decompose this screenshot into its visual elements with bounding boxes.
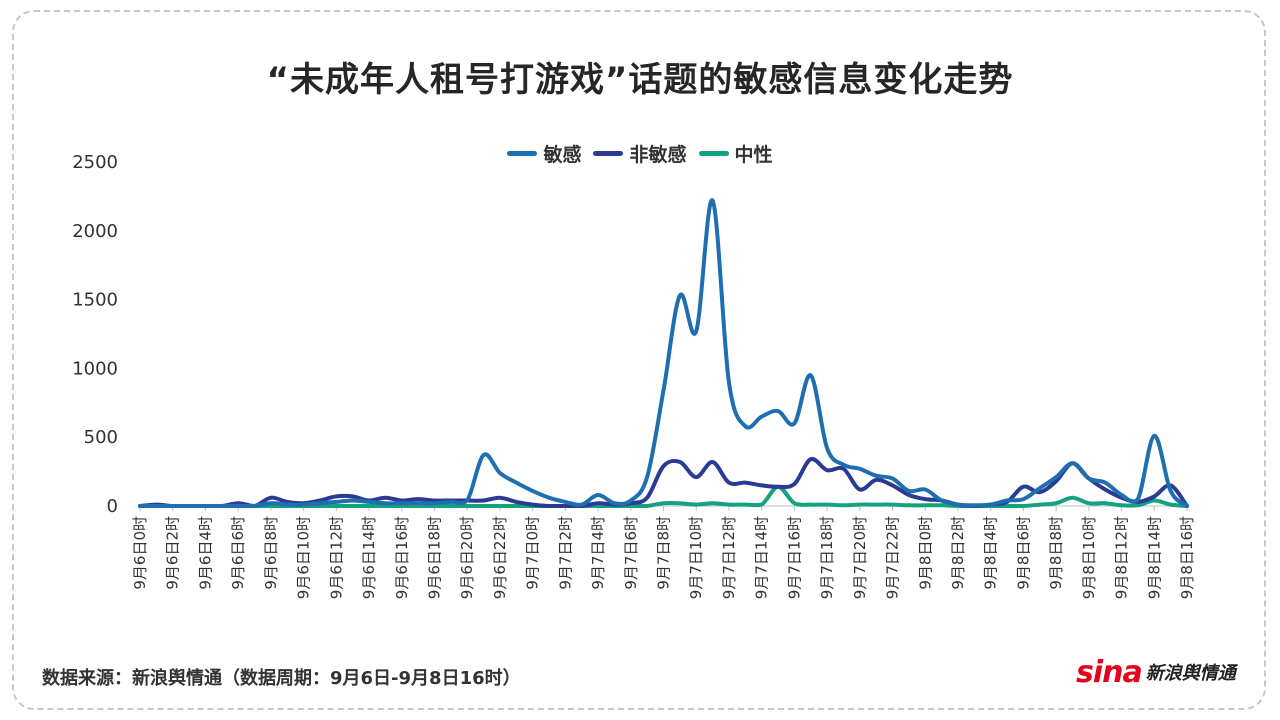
x-tick-label: 9月8日14时 <box>1145 516 1163 599</box>
x-axis: 9月6日0时 9月6日2时 9月6日4时 9月6日6时 9月6日8时 9月6日10时 9月6… <box>131 505 1196 599</box>
x-tick-label: 9月7日20时 <box>851 516 869 599</box>
y-tick-label: 500 <box>84 427 118 448</box>
x-tick-label: 9月7日22时 <box>884 516 902 599</box>
x-tick-label: 9月8日0时 <box>916 516 934 590</box>
chart-frame <box>12 10 1266 710</box>
y-tick-label: 0 <box>107 496 118 517</box>
x-tick-label: 9月6日18时 <box>425 516 443 599</box>
x-tick-label: 9月7日4时 <box>589 516 607 590</box>
x-tick-label: 9月8日4时 <box>982 516 1000 590</box>
x-tick-label: 9月6日2时 <box>164 516 182 590</box>
series-line-nonsensitive <box>138 456 1189 508</box>
x-tick-label: 9月6日0时 <box>131 516 149 590</box>
legend-label-sensitive: 敏感 <box>543 144 582 166</box>
legend-label-nonsensitive: 非敏感 <box>629 144 687 166</box>
legend-label-neutral: 中性 <box>734 144 773 166</box>
x-tick-label: 9月6日6时 <box>229 516 247 590</box>
x-tick-label: 9月8日8时 <box>1047 516 1065 590</box>
legend-item-neutral: 中性 <box>698 140 773 167</box>
x-tick-label: 9月7日0时 <box>524 516 542 590</box>
y-tick-label: 1000 <box>72 358 118 379</box>
legend-swatch-nonsensitive <box>593 151 624 156</box>
legend-item-nonsensitive: 非敏感 <box>593 140 687 167</box>
x-tick-label: 9月8日16时 <box>1178 516 1196 599</box>
data-source-note: 数据来源：新浪舆情通（数据周期：9月6日-9月8日16时） <box>42 668 521 689</box>
x-tick-label: 9月7日10时 <box>687 516 705 599</box>
x-tick-label: 9月8日6时 <box>1014 516 1032 590</box>
sina-logo: sina 新浪舆情通 <box>1076 652 1246 692</box>
x-tick-label: 9月6日4时 <box>196 516 214 590</box>
x-tick-label: 9月8日12时 <box>1113 516 1131 599</box>
logo-mark: sina <box>1076 654 1143 690</box>
x-tick-label: 9月7日8时 <box>655 516 673 590</box>
x-tick-label: 9月8日10时 <box>1080 516 1098 599</box>
x-tick-label: 9月7日6时 <box>622 516 640 590</box>
legend: 敏感 非敏感 中性 <box>0 140 1280 167</box>
y-tick-label: 1500 <box>72 290 118 311</box>
chart-title: “未成年人租号打游戏”话题的敏感信息变化走势 <box>266 60 1014 100</box>
x-tick-label: 9月6日8时 <box>262 516 280 590</box>
legend-swatch-sensitive <box>507 151 538 156</box>
series-line-neutral <box>138 484 1189 508</box>
x-tick-label: 9月7日12时 <box>720 516 738 599</box>
series-line-sensitive <box>138 198 1189 508</box>
y-axis: 0 500 1000 1500 2000 2500 <box>72 152 118 517</box>
x-tick-label: 9月6日20时 <box>458 516 476 599</box>
x-tick-label: 9月6日12时 <box>327 516 345 599</box>
legend-item-sensitive: 敏感 <box>507 140 581 167</box>
y-tick-label: 2500 <box>72 152 118 173</box>
x-tick-label: 9月6日10时 <box>295 516 313 599</box>
x-tick-label: 9月7日18时 <box>818 516 836 599</box>
x-tick-label: 9月6日22时 <box>491 516 509 599</box>
x-tick-label: 9月7日16时 <box>785 516 803 599</box>
x-tick-label: 9月7日14时 <box>753 516 771 599</box>
logo-text: 新浪舆情通 <box>1145 663 1236 684</box>
x-tick-label: 9月6日16时 <box>393 516 411 599</box>
legend-swatch-neutral <box>698 151 729 156</box>
series-lines <box>138 198 1189 508</box>
x-tick-label: 9月6日14时 <box>360 516 378 599</box>
x-tick-label: 9月7日2时 <box>556 516 574 590</box>
x-tick-label: 9月8日2时 <box>949 516 967 590</box>
y-tick-label: 2000 <box>72 221 118 242</box>
